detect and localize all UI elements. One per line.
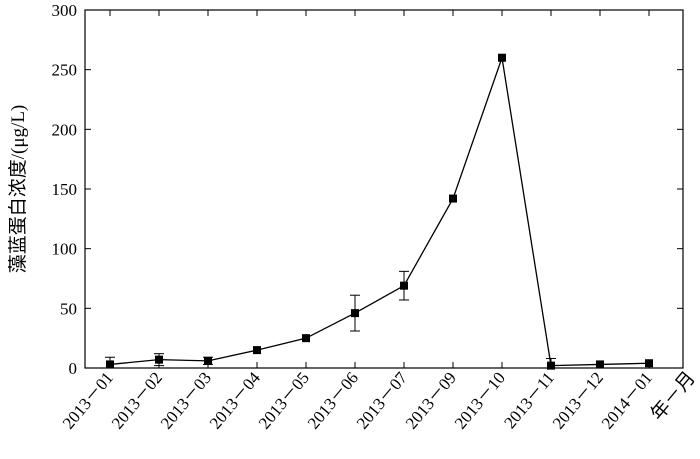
x-axis-title: 年－月	[646, 367, 700, 425]
y-tick-label: 150	[52, 180, 78, 199]
data-point	[302, 334, 310, 343]
y-tick-label: 50	[60, 299, 77, 318]
y-tick-label: 100	[52, 240, 78, 259]
y-axis: 0 50 100 150 200 250 300	[52, 1, 683, 378]
data-point	[596, 360, 604, 369]
data-point	[351, 309, 359, 318]
x-tick-label: 2013－05	[255, 368, 313, 432]
data-point	[106, 360, 114, 369]
x-tick-label: 2013－01	[59, 368, 117, 432]
x-tick-label: 2014－01	[598, 368, 656, 432]
x-axis: 2013－012013－022013－032013－042013－052013－…	[59, 10, 656, 433]
x-tick-label: 2013－03	[157, 368, 215, 432]
data-point	[645, 359, 653, 368]
y-tick-label: 0	[69, 359, 78, 378]
y-tick-label: 200	[52, 120, 78, 139]
data-point	[204, 356, 212, 365]
x-tick-label: 2013－10	[451, 368, 509, 432]
x-tick-label: 2013－07	[353, 368, 412, 433]
y-tick-label: 250	[52, 61, 78, 80]
data-series	[105, 53, 653, 370]
x-tick-label: 2013－12	[549, 368, 607, 432]
data-point	[253, 346, 261, 355]
x-tick-label: 2013－06	[304, 368, 362, 432]
x-tick-label: 2013－11	[500, 368, 558, 432]
data-point	[449, 194, 457, 203]
y-axis-title: 藻蓝蛋白浓度/(μg/L)	[7, 105, 29, 274]
x-tick-label: 2013－09	[402, 368, 460, 432]
data-point	[155, 355, 163, 364]
x-tick-label: 2013－04	[206, 368, 265, 433]
series-line	[109, 57, 650, 367]
y-tick-label: 300	[52, 1, 78, 20]
data-point	[400, 281, 408, 290]
data-point	[547, 361, 555, 370]
plot-border	[84, 9, 684, 369]
x-tick-label: 2013－02	[108, 368, 166, 432]
data-point	[498, 53, 506, 62]
plot-frame	[84, 9, 684, 369]
